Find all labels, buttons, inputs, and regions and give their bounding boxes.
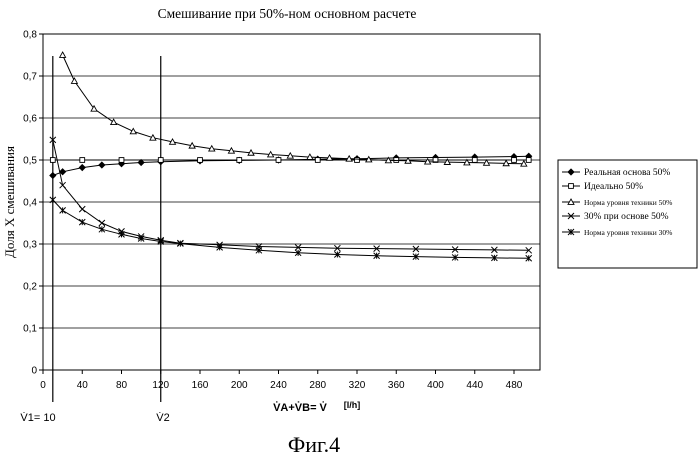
y-tick-label: 0,4 bbox=[23, 198, 37, 209]
x-tick-label: 80 bbox=[116, 380, 128, 391]
data-point bbox=[60, 207, 66, 213]
data-point bbox=[569, 184, 574, 189]
data-point bbox=[472, 158, 477, 163]
vertical-marker-label: V̇2 bbox=[156, 411, 169, 424]
series bbox=[50, 197, 532, 261]
data-point bbox=[158, 158, 163, 163]
x-tick-label: 400 bbox=[427, 380, 444, 391]
x-tick-label: 0 bbox=[40, 380, 46, 391]
data-point bbox=[71, 78, 77, 83]
data-point bbox=[198, 158, 203, 163]
data-point bbox=[50, 158, 55, 163]
data-point bbox=[512, 158, 517, 163]
data-point bbox=[80, 158, 85, 163]
data-point bbox=[119, 158, 124, 163]
data-point bbox=[50, 197, 56, 203]
data-point bbox=[99, 220, 105, 226]
data-point bbox=[237, 158, 242, 163]
data-point bbox=[79, 165, 85, 171]
legend-label: 30% при основе 50% bbox=[584, 212, 669, 222]
grid-lines bbox=[39, 34, 540, 374]
legend-label: Реальная основа 50% bbox=[584, 168, 670, 178]
series-line bbox=[63, 55, 524, 164]
x-tick-label: 440 bbox=[466, 380, 483, 391]
y-tick-label: 0,5 bbox=[23, 156, 37, 167]
data-point bbox=[276, 158, 281, 163]
x-tick-label: 360 bbox=[388, 380, 405, 391]
data-point bbox=[99, 226, 105, 232]
legend-label: Норма уровня техники 30% bbox=[584, 228, 672, 237]
y-tick-label: 0,3 bbox=[23, 240, 37, 251]
figure-caption: Фиг.4 bbox=[288, 432, 340, 456]
series-group bbox=[50, 52, 532, 261]
x-tick-label: 160 bbox=[192, 380, 209, 391]
x-axis-unit: [l/h] bbox=[344, 400, 361, 410]
data-point bbox=[60, 52, 66, 57]
x-axis-label: V̇A+V̇B= V̇ bbox=[273, 401, 327, 414]
data-point bbox=[79, 219, 85, 225]
x-tick-label: 480 bbox=[506, 380, 523, 391]
vertical-marker-label: V̇1= 10 bbox=[20, 411, 55, 424]
x-tick-label: 200 bbox=[231, 380, 248, 391]
y-axis-label: Доля X смешивания bbox=[2, 146, 17, 258]
legend-label: Норма уровня техники 50% bbox=[584, 198, 672, 207]
y-tick-label: 0,2 bbox=[23, 282, 37, 293]
data-point bbox=[526, 158, 531, 163]
x-tick-labels: 04080120160200240280320360400440480 bbox=[40, 380, 523, 391]
data-point bbox=[315, 158, 320, 163]
legend-label: Идеально 50% bbox=[584, 182, 643, 192]
data-point bbox=[79, 206, 85, 212]
x-tick-label: 320 bbox=[349, 380, 366, 391]
data-point bbox=[130, 128, 136, 133]
y-tick-label: 0,8 bbox=[23, 30, 37, 41]
data-point bbox=[394, 158, 399, 163]
y-tick-label: 0,6 bbox=[23, 114, 37, 125]
data-point bbox=[355, 158, 360, 163]
y-tick-label: 0 bbox=[31, 366, 37, 377]
y-tick-labels: 0 0,1 0,2 0,3 0,4 0,5 0,6 0,7 0,8 bbox=[23, 30, 37, 377]
data-point bbox=[50, 173, 56, 179]
data-point bbox=[111, 119, 117, 124]
x-tick-label: 280 bbox=[309, 380, 326, 391]
data-point bbox=[99, 162, 105, 168]
legend: Реальная основа 50% Идеально 50% Норма уро… bbox=[558, 160, 697, 268]
x-tick-label: 40 bbox=[77, 380, 89, 391]
y-tick-label: 0,1 bbox=[23, 324, 37, 335]
x-tick-label: 240 bbox=[270, 380, 287, 391]
chart-title: Смешивание при 50%-ном основном расчете bbox=[158, 6, 417, 21]
series bbox=[60, 52, 527, 166]
y-tick-label: 0,7 bbox=[23, 72, 37, 83]
